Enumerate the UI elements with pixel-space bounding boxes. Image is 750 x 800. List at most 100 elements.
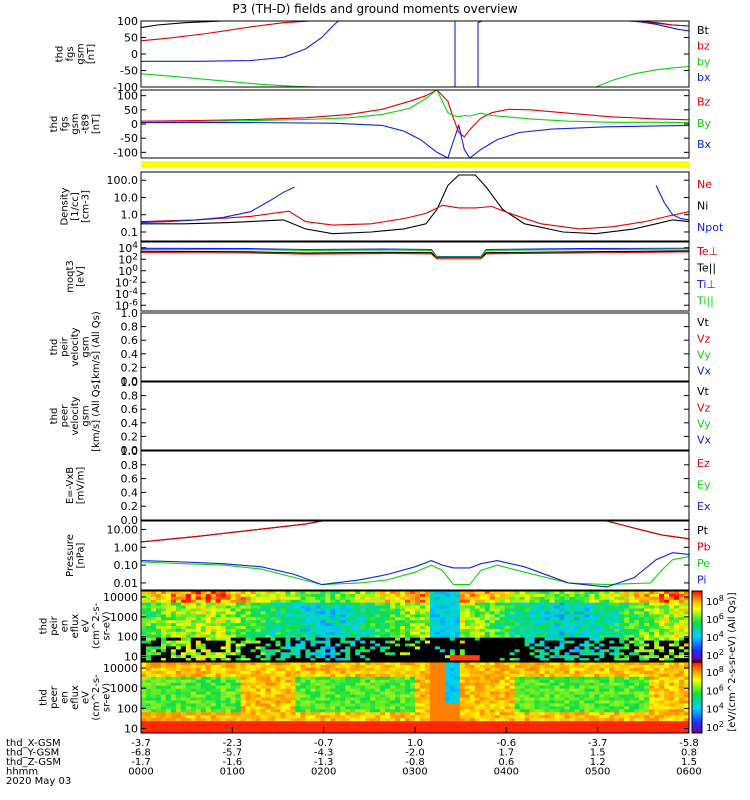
- spectrogram-cell: [684, 658, 689, 661]
- spectrogram-cell: [155, 700, 162, 704]
- y-axis-label: [1/cc]: [70, 192, 81, 221]
- spectrogram-cell: [514, 682, 521, 687]
- spectrogram-cell: [235, 685, 242, 690]
- spectrogram-cell: [539, 697, 545, 701]
- spectrogram-cell: [679, 602, 685, 606]
- spectrogram-cell: [165, 655, 172, 659]
- spectrogram-cell: [674, 602, 680, 606]
- spectrogram-cell: [150, 706, 157, 710]
- spectrogram-cell: [360, 679, 366, 684]
- spectrogram-cell: [469, 703, 476, 707]
- spectrogram-cell: [564, 679, 570, 684]
- spectrogram-cell: [280, 646, 286, 650]
- spectrogram-cell: [141, 626, 147, 630]
- spectrogram-cell: [325, 602, 331, 606]
- spectrogram-cell: [260, 591, 266, 595]
- spectrogram-cell: [270, 655, 276, 659]
- spectrogram-cell: [345, 664, 351, 669]
- spectrogram-cell: [350, 637, 356, 641]
- spectrogram-cell: [240, 608, 247, 612]
- spectrogram-cell: [295, 637, 301, 641]
- spectrogram-cell: [175, 623, 182, 627]
- spectrogram-cell: [255, 662, 261, 666]
- spectrogram-cell: [509, 697, 516, 701]
- spectrogram-cell: [415, 649, 421, 653]
- spectrogram-cell: [355, 697, 361, 701]
- colorbar-tick-label: 106: [706, 612, 724, 626]
- spectrogram-cell: [614, 634, 620, 639]
- spectrogram-cell: [529, 611, 535, 615]
- spectrogram-cell: [330, 646, 336, 650]
- spectrogram-cell: [639, 631, 645, 636]
- spectrogram-cell: [594, 649, 600, 653]
- spectrogram-cell: [365, 700, 371, 704]
- spectrogram-cell: [305, 631, 311, 636]
- spectrogram-cell: [210, 682, 217, 687]
- spectrogram-cell: [589, 596, 595, 601]
- spectrogram-cell: [549, 667, 555, 672]
- spectrogram-cell: [654, 617, 660, 621]
- spectrogram-cell: [434, 679, 441, 684]
- spectrogram-cell: [325, 593, 331, 598]
- spectrogram-cell: [459, 730, 466, 733]
- spectrogram-cell: [325, 614, 331, 618]
- spectrogram-cell: [514, 709, 521, 713]
- spectrogram-cell: [315, 670, 321, 675]
- spectrogram-cell: [474, 605, 481, 609]
- spectrogram-cell: [170, 679, 177, 684]
- spectrogram-cell: [275, 620, 281, 624]
- spectrogram-cell: [624, 614, 630, 618]
- spectrogram-cell: [464, 712, 471, 716]
- spectrogram-cell: [245, 721, 251, 725]
- spectrogram-cell: [459, 682, 466, 687]
- spectrogram-cell: [330, 602, 336, 606]
- spectrogram-cell: [549, 730, 555, 733]
- spectrogram-cell: [564, 614, 570, 618]
- spectrogram-cell: [494, 721, 501, 725]
- spectrogram-cell: [624, 599, 630, 604]
- spectrogram-cell: [280, 697, 286, 701]
- spectrogram-cell: [280, 611, 286, 615]
- spectrogram-cell: [405, 700, 411, 704]
- spectrogram-cell: [524, 608, 530, 612]
- spectrogram-cell: [524, 709, 530, 713]
- spectrogram-cell: [659, 643, 665, 647]
- spectrogram-cell: [574, 652, 580, 656]
- spectrogram-cell: [235, 670, 242, 675]
- spectrogram-cell: [360, 709, 366, 713]
- spectrogram-cell: [225, 679, 232, 684]
- spectrogram-cell: [365, 688, 371, 692]
- spectrogram-cell: [559, 608, 565, 612]
- spectrogram-cell: [429, 721, 436, 725]
- spectrogram-cell: [484, 679, 491, 684]
- spectrogram-cell: [619, 599, 625, 604]
- spectrogram-cell: [400, 602, 406, 606]
- spectrogram-cell: [439, 730, 446, 733]
- spectrogram-cell: [464, 637, 471, 641]
- spectrogram-cell: [270, 706, 276, 710]
- spectrogram-cell: [654, 658, 660, 661]
- spectrogram-cell: [584, 626, 590, 630]
- spectrogram-cell: [365, 682, 371, 687]
- spectrogram-cell: [245, 620, 251, 624]
- spectrogram-cell: [679, 649, 685, 653]
- spectrogram-cell: [370, 614, 376, 618]
- spectrogram-cell: [235, 623, 242, 627]
- spectrogram-cell: [365, 593, 371, 598]
- spectrogram-cell: [564, 605, 570, 609]
- spectrogram-cell: [185, 620, 192, 624]
- y-tick-label: 0.2: [121, 500, 139, 513]
- spectrogram-cell: [559, 715, 565, 719]
- spectrogram-cell: [195, 688, 202, 692]
- spectrogram-cell: [405, 679, 411, 684]
- spectrogram-cell: [145, 626, 152, 630]
- spectrogram-cell: [310, 658, 316, 661]
- spectrogram-cell: [230, 631, 237, 636]
- spectrogram-cell: [215, 691, 222, 695]
- spectrogram-cell: [250, 617, 256, 621]
- spectrogram-cell: [669, 626, 675, 630]
- spectrogram-cell: [240, 620, 247, 624]
- spectrogram-cell: [464, 694, 471, 698]
- spectrogram-cell: [185, 634, 192, 639]
- spectrogram-cell: [664, 637, 670, 641]
